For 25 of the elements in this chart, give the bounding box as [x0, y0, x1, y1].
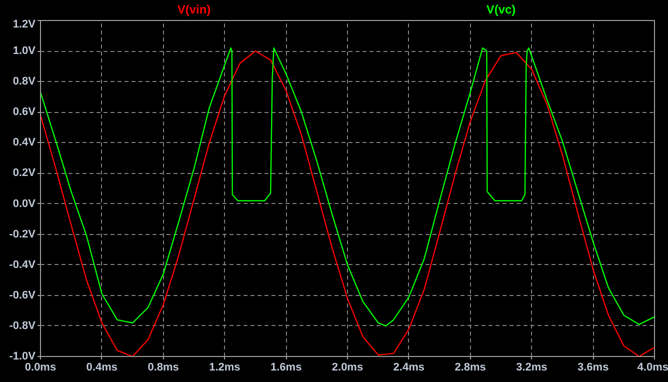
y-tick-label: 1.2V — [12, 18, 36, 30]
x-tick-label: 0.0ms — [24, 362, 56, 374]
y-tick-label: 0.6V — [12, 106, 36, 118]
y-tick-label: 0.2V — [12, 167, 36, 180]
y-tick-label: 1.0V — [12, 45, 36, 58]
y-tick-label: 0.0V — [12, 198, 36, 210]
text: V(vc) — [486, 2, 516, 17]
y-tick-label: 0.4V — [12, 136, 36, 149]
x-tick-label: 3.6ms — [578, 362, 609, 374]
x-tick-label: 2.4ms — [393, 362, 425, 374]
x-tick-label: 1.6ms — [270, 362, 302, 374]
y-tick-label: -0.8V — [9, 320, 36, 332]
y-tick-label: -1.0V — [9, 350, 36, 362]
x-tick-label: 2.0ms — [332, 362, 364, 374]
y-tick-label: -0.2V — [9, 228, 36, 240]
text: V(vin) — [177, 2, 211, 17]
y-tick-label: -0.4V — [9, 258, 36, 271]
x-tick-label: 3.2ms — [516, 362, 548, 374]
x-tick-label: 2.8ms — [454, 362, 486, 374]
x-tick-label: 1.2ms — [209, 362, 240, 374]
x-tick-label: 0.8ms — [148, 362, 179, 374]
x-tick-label: 4.0ms — [637, 362, 668, 374]
x-tick-label: 0.4ms — [86, 362, 118, 374]
y-tick-label: 0.8V — [12, 76, 36, 88]
y-tick-label: -0.6V — [9, 289, 36, 302]
